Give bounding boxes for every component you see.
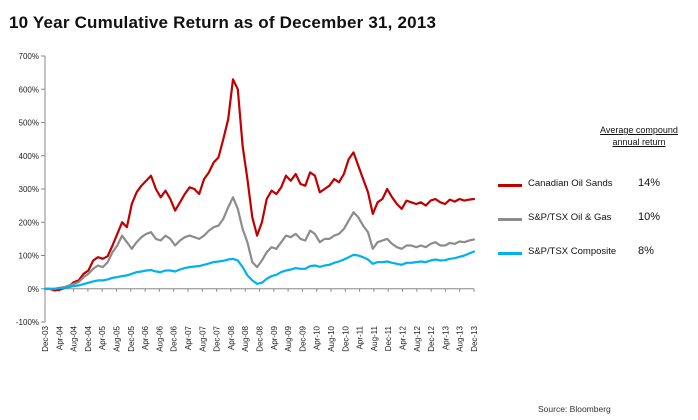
x-tick-label: Apr-05 [98,325,107,350]
y-tick-label: 300% [19,185,39,194]
chart-title: 10 Year Cumulative Return as of December… [9,13,437,32]
y-tick-label: 600% [19,85,39,94]
x-tick-label: Apr-04 [55,325,64,350]
legend-swatch-tsx-oil-gas [498,218,522,221]
y-tick-label: 700% [19,52,39,61]
series-line-s-p-tsx-oil-gas [43,196,476,290]
y-tick-label: 100% [19,252,39,261]
y-tick-label: 200% [19,218,39,227]
x-tick-label: Apr-12 [399,325,408,350]
legend-label-tsx-composite: S&P/TSX Composite [528,246,617,257]
y-tick-label: 0% [27,285,39,294]
legend-return-tsx-composite: 8% [638,245,654,257]
y-tick-label: 500% [19,119,39,128]
legend-header-line-1: Average compound [600,125,678,135]
legend-item-canadian-oil-sands: Canadian Oil Sands 14% [498,177,688,193]
x-tick-label: Dec-07 [213,325,222,351]
y-tick-label: 400% [19,152,39,161]
series-line-s-p-tsx-composite [43,250,476,290]
x-tick-label: Dec-08 [256,325,265,351]
x-tick-label: Aug-06 [155,325,164,351]
x-tick-label: Apr-11 [356,325,365,349]
y-tick-label: -100% [16,318,39,327]
legend-label-canadian-oil-sands: Canadian Oil Sands [528,178,613,189]
x-tick-label: Aug-13 [456,325,465,351]
series-lines [43,78,476,292]
x-tick-label: Aug-08 [241,325,250,351]
x-tick-label: Dec-04 [84,325,93,351]
axes: -100% 0% 100% 200% 300% 400% 500% 600% 700% Dec-0… [16,52,479,352]
x-tick-label: Aug-04 [70,325,79,351]
legend-item-tsx-composite: S&P/TSX Composite 8% [498,245,688,261]
x-tick-label: Dec-13 [470,325,479,351]
legend-header: Average compound annual return [590,124,688,148]
x-tick-label: Aug-12 [413,325,422,351]
legend-swatch-tsx-composite [498,252,522,255]
x-tick-label: Dec-12 [427,325,436,351]
x-tick-label: Dec-06 [170,325,179,351]
legend-header-line-2: annual return [612,137,666,147]
legend-item-tsx-oil-gas: S&P/TSX Oil & Gas 10% [498,211,688,227]
x-tick-label: Dec-03 [41,325,50,351]
legend-return-tsx-oil-gas: 10% [638,211,661,223]
x-tick-label: Apr-07 [184,325,193,350]
x-tick-label: Dec-05 [127,325,136,351]
x-tick-label: Apr-06 [141,325,150,350]
legend-label-tsx-oil-gas: S&P/TSX Oil & Gas [528,212,612,223]
x-tick-label: Dec-10 [341,325,350,351]
source-note: Source: Bloomberg [538,404,611,414]
x-tick-label: Aug-11 [370,325,379,351]
x-tick-label: Apr-10 [313,325,322,350]
x-tick-label: Aug-05 [113,325,122,351]
x-tick-label: Aug-07 [198,325,207,351]
x-tick-label: Dec-11 [384,325,393,351]
x-tick-label: Apr-09 [270,325,279,350]
x-tick-label: Apr-13 [441,325,450,350]
x-tick-label: Aug-10 [327,325,336,351]
legend-return-canadian-oil-sands: 14% [638,177,661,189]
x-tick-label: Dec-09 [298,325,307,351]
legend-swatch-canadian-oil-sands [498,184,522,187]
x-tick-label: Aug-09 [284,325,293,351]
series-line-canadian-oil-sands [43,78,476,292]
x-tick-label: Apr-08 [227,325,236,350]
